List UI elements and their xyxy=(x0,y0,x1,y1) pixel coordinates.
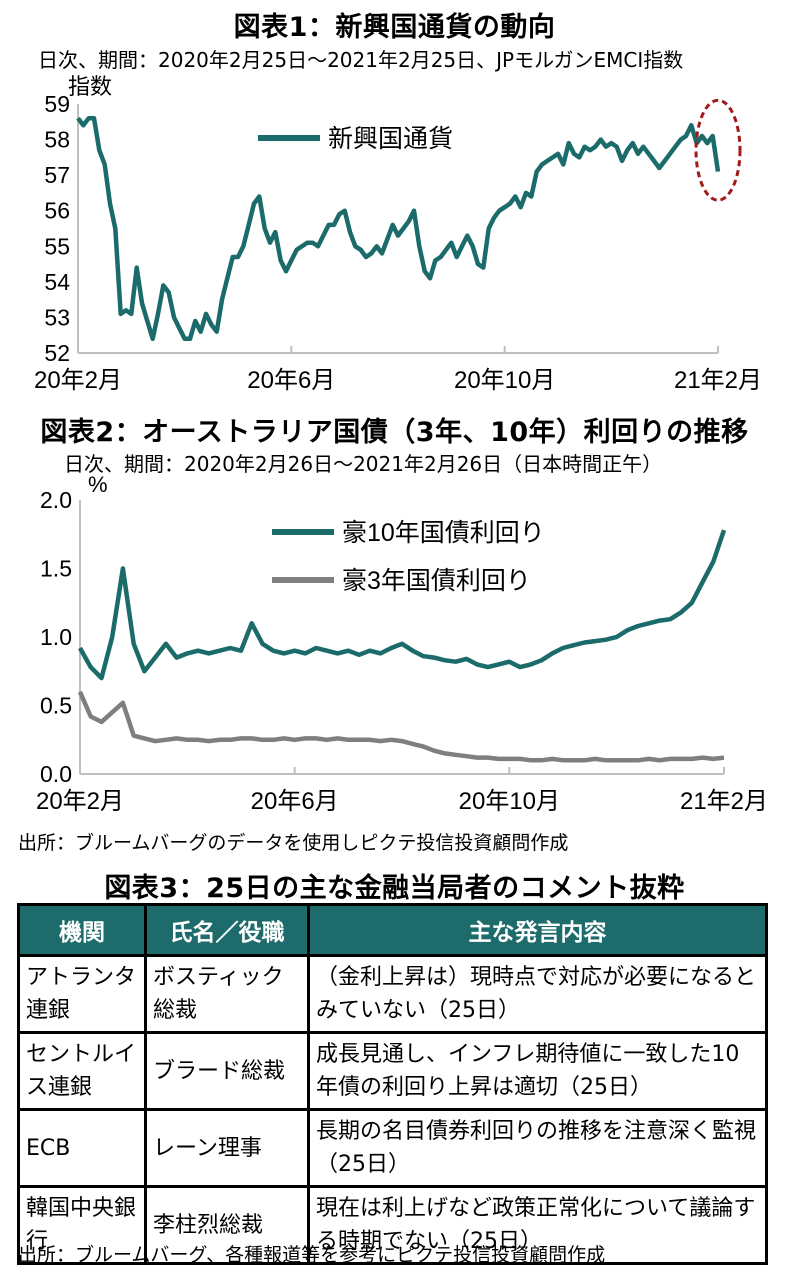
y-tick-label: 57 xyxy=(44,162,70,188)
x-tick-label: 20年2月 xyxy=(34,367,122,394)
chart1-title: 図表1：新興国通貨の動向 xyxy=(233,12,556,43)
table-source: 出所：ブルームバーグ、各種報道等を参考にピクテ投信投資顧問作成 xyxy=(18,1244,606,1266)
y-tick-label: 56 xyxy=(44,198,70,224)
cell-remarks: 長期の名目債券利回りの推移を注意深く監視（25日） xyxy=(307,1108,768,1188)
y-unit-label: % xyxy=(88,472,108,497)
cell-organization: アトランタ連銀 xyxy=(17,954,147,1034)
y-tick-label: 58 xyxy=(44,127,70,153)
series-line xyxy=(77,690,725,763)
y-unit-label: 指数 xyxy=(68,74,112,99)
chart1: 指数 52 53 54 55 56 57 58 59 20年2月 20年6月 20年10月 21年2月 新… xyxy=(34,74,762,394)
header-organization: 機関 xyxy=(17,903,147,957)
y-tick-label: 55 xyxy=(44,233,70,259)
legend-label: 豪3年国債利回り xyxy=(342,567,531,595)
chart2-subtitle: 日次、期間：2020年2月26日～2021年2月26日（日本時間正午） xyxy=(64,452,663,476)
chart2-title: 図表2：オーストラリア国債（3年、10年）利回りの推移 xyxy=(40,417,749,448)
cell-name-title: レーン理事 xyxy=(144,1108,310,1188)
y-tick-label: 53 xyxy=(44,304,70,330)
y-tick-label: 2.0 xyxy=(40,487,72,513)
y-tick-label: 1.5 xyxy=(40,556,72,582)
x-tick-label: 20年6月 xyxy=(251,788,339,815)
cell-name-title: ブラード総裁 xyxy=(144,1031,310,1111)
x-tick-label: 20年10月 xyxy=(454,367,555,394)
y-tick-label: 54 xyxy=(44,269,70,295)
cell-organization: ECB xyxy=(17,1108,147,1188)
header-remarks: 主な発言内容 xyxy=(307,903,768,957)
cell-remarks: 成長見通し、インフレ期待値に一致した10年債の利回り上昇は適切（25日） xyxy=(307,1031,768,1111)
y-tick-label: 52 xyxy=(44,340,70,366)
cell-remarks: 現在は利上げなど政策正常化について議論する時期でない（25日） xyxy=(307,1185,768,1265)
chart2-source: 出所：ブルームバーグのデータを使用しピクテ投信投資顧問作成 xyxy=(18,832,569,854)
table-row: ECB レーン理事 長期の名目債券利回りの推移を注意深く監視（25日） xyxy=(17,1108,768,1188)
table-header-row: 機関 氏名／役職 主な発言内容 xyxy=(17,903,768,957)
cell-remarks: （金利上昇は）現時点で対応が必要になるとみていない（25日） xyxy=(307,954,768,1034)
comments-table: 機関 氏名／役職 主な発言内容 アトランタ連銀 ボスティック総裁 （金利上昇は）… xyxy=(17,903,768,1265)
y-tick-label: 0.5 xyxy=(40,693,72,719)
cell-organization: 韓国中央銀行 xyxy=(17,1185,147,1265)
legend-label: 豪10年国債利回り xyxy=(342,519,545,547)
highlight-ellipse xyxy=(694,98,742,202)
cell-organization: セントルイス連銀 xyxy=(17,1031,147,1111)
x-tick-label: 21年2月 xyxy=(680,788,768,815)
y-tick-label: 1.0 xyxy=(40,624,72,650)
table-row: セントルイス連銀 ブラード総裁 成長見通し、インフレ期待値に一致した10年債の利… xyxy=(17,1031,768,1111)
table-title: 図表3：25日の主な金融当局者のコメント抜粋 xyxy=(104,873,685,904)
x-tick-label: 20年2月 xyxy=(36,788,124,815)
x-tick-label: 21年2月 xyxy=(674,367,762,394)
y-tick-label: 0.0 xyxy=(40,761,72,787)
legend-label: 新興国通貨 xyxy=(328,125,453,153)
series-line xyxy=(78,529,727,681)
cell-name-title: 李柱烈総裁 xyxy=(144,1185,310,1265)
x-tick-label: 20年6月 xyxy=(247,367,335,394)
header-name-title: 氏名／役職 xyxy=(144,903,310,957)
series-line xyxy=(76,115,721,342)
table-row: アトランタ連銀 ボスティック総裁 （金利上昇は）現時点で対応が必要になるとみてい… xyxy=(17,954,768,1034)
table-row: 韓国中央銀行 李柱烈総裁 現在は利上げなど政策正常化について議論する時期でない（… xyxy=(17,1185,768,1265)
x-tick-label: 20年10月 xyxy=(459,788,560,815)
chart2: % 0.0 0.5 1.0 1.5 2.0 20年2月 20年6月 20年10月 21年2月 豪10… xyxy=(36,472,768,815)
cell-name-title: ボスティック総裁 xyxy=(144,954,310,1034)
y-tick-label: 59 xyxy=(44,91,70,117)
chart1-subtitle: 日次、期間：2020年2月25日～2021年2月25日、JPモルガンEMCI指数 xyxy=(38,48,684,72)
